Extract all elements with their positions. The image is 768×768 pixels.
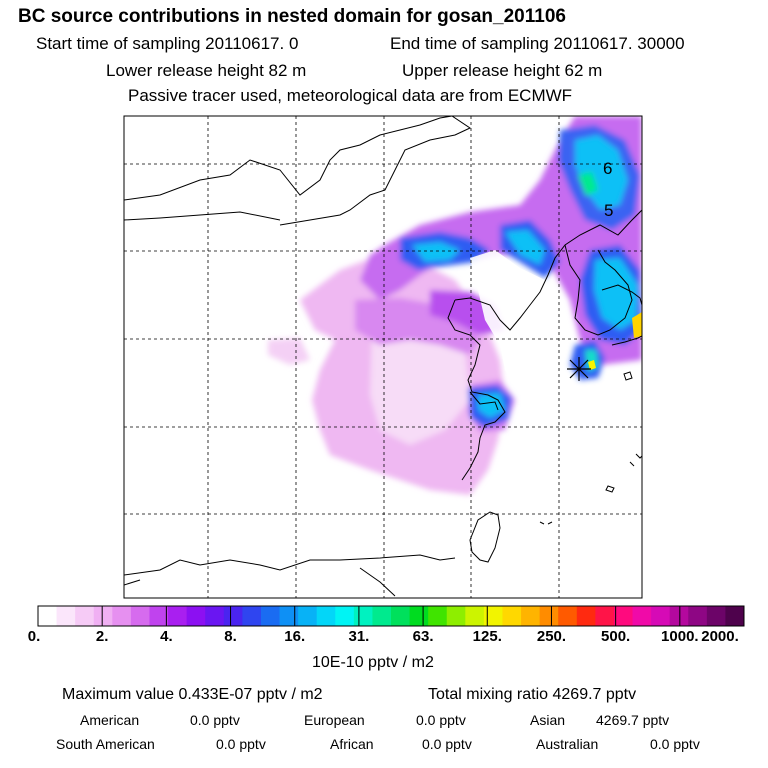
contour-label-6: 6 bbox=[603, 159, 612, 178]
colorbar-tick-label: 2. bbox=[95, 628, 109, 645]
colorbar-tick-label: 4. bbox=[160, 628, 173, 645]
colorbar-swatch bbox=[130, 606, 150, 626]
contour-label-5: 5 bbox=[604, 201, 613, 220]
colorbar-swatch bbox=[260, 606, 281, 626]
end-time: End time of sampling 20110617. 30000 bbox=[390, 34, 685, 53]
lower-release-height: Lower release height 82 m bbox=[106, 61, 307, 80]
colorbar-swatch bbox=[521, 606, 541, 626]
maximum-value: Maximum value 0.433E-07 pptv / m2 bbox=[62, 686, 323, 703]
colorbar-swatch bbox=[725, 606, 745, 626]
colorbar-swatch bbox=[632, 606, 652, 626]
region-african-name: African bbox=[330, 736, 374, 752]
colorbar-tick-label: 0. bbox=[27, 628, 41, 645]
region-asian-name: Asian bbox=[530, 712, 566, 728]
colorbar-swatch bbox=[483, 606, 503, 626]
colorbar-swatch bbox=[391, 606, 411, 626]
colorbar-swatch bbox=[688, 606, 708, 626]
colorbar-swatch bbox=[316, 606, 336, 626]
region-south-american-value: 0.0 pptv bbox=[216, 736, 266, 752]
colorbar-swatch bbox=[372, 606, 392, 626]
colorbar-swatch bbox=[223, 606, 243, 626]
colorbar-swatch bbox=[168, 606, 188, 626]
colorbar-swatch bbox=[706, 606, 726, 626]
colorbar-swatch bbox=[428, 606, 448, 626]
colorbar-tick-label: 1000. bbox=[661, 628, 699, 645]
colorbar-swatch bbox=[669, 606, 689, 626]
map-frame bbox=[123, 115, 643, 599]
colorbar-swatch bbox=[613, 606, 634, 626]
colorbar-swatch bbox=[242, 606, 262, 626]
colorbar-tick-label: 31. bbox=[348, 628, 370, 645]
colorbar bbox=[37, 606, 745, 626]
region-australian-value: 0.0 pptv bbox=[650, 736, 700, 752]
region-australian-name: Australian bbox=[536, 736, 599, 752]
colorbar-swatch bbox=[539, 606, 559, 626]
region-south-american-name: South American bbox=[56, 736, 155, 752]
colorbar-swatch bbox=[335, 606, 355, 626]
start-time: Start time of sampling 20110617. 0 bbox=[36, 34, 299, 53]
colorbar-swatch bbox=[298, 606, 318, 626]
colorbar-swatch bbox=[38, 606, 58, 626]
colorbar-unit: 10E-10 pptv / m2 bbox=[312, 654, 434, 671]
region-asian-value: 4269.7 pptv bbox=[596, 712, 670, 728]
colorbar-swatch bbox=[576, 606, 596, 626]
colorbar-swatch bbox=[186, 606, 206, 626]
colorbar-swatch bbox=[446, 606, 466, 626]
region-european-name: European bbox=[304, 712, 365, 728]
region-african-value: 0.0 pptv bbox=[422, 736, 472, 752]
colorbar-swatch bbox=[75, 606, 95, 626]
colorbar-tick-label: 16. bbox=[284, 628, 306, 645]
colorbar-swatch bbox=[205, 606, 225, 626]
region-european-value: 0.0 pptv bbox=[416, 712, 466, 728]
colorbar-tick-label: 8. bbox=[224, 628, 237, 645]
colorbar-swatch bbox=[502, 606, 522, 626]
upper-release-height: Upper release height 62 m bbox=[402, 61, 603, 80]
concentration-field bbox=[268, 116, 642, 495]
colorbar-swatch bbox=[279, 606, 299, 626]
lat-lon-grid bbox=[124, 116, 642, 598]
colorbar-tick-label: 125. bbox=[472, 628, 502, 645]
colorbar-swatch bbox=[558, 606, 578, 626]
plot-title: BC source contributions in nested domain… bbox=[18, 6, 566, 27]
total-mixing-ratio: Total mixing ratio 4269.7 pptv bbox=[428, 686, 637, 703]
colorbar-swatch bbox=[595, 606, 615, 626]
colorbar-swatch bbox=[112, 606, 132, 626]
tracer-note: Passive tracer used, meteorological data… bbox=[128, 86, 573, 105]
colorbar-tick-label: 2000. bbox=[701, 628, 739, 645]
region-american-name: American bbox=[80, 712, 140, 728]
colorbar-swatch bbox=[93, 606, 113, 626]
colorbar-swatch bbox=[651, 606, 671, 626]
colorbar-tick-label: 500. bbox=[601, 628, 631, 645]
receptor-marker bbox=[567, 357, 591, 381]
colorbar-swatch bbox=[56, 606, 76, 626]
region-american-value: 0.0 pptv bbox=[190, 712, 240, 728]
colorbar-swatch bbox=[149, 606, 169, 626]
colorbar-tick-label: 63. bbox=[412, 628, 434, 645]
coastlines bbox=[124, 116, 642, 597]
colorbar-swatch bbox=[409, 606, 429, 626]
colorbar-tick-label: 250. bbox=[536, 628, 567, 645]
colorbar-swatch bbox=[353, 606, 373, 626]
colorbar-swatch bbox=[465, 606, 485, 626]
